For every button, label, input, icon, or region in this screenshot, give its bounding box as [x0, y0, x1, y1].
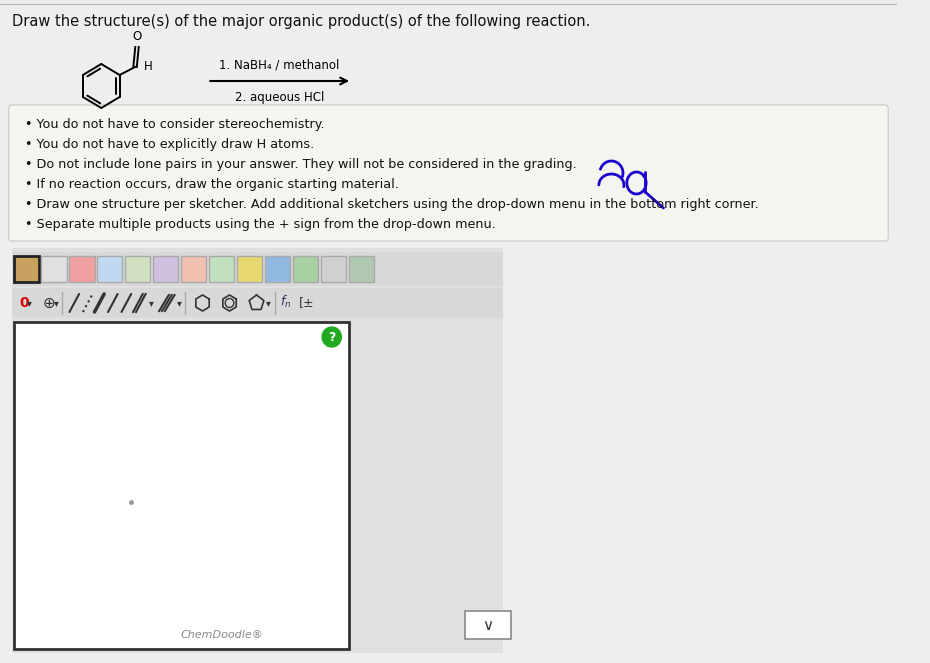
Bar	[14, 322, 349, 649]
Bar	[11, 288, 503, 318]
Text: 0: 0	[20, 296, 29, 310]
Bar	[321, 256, 346, 282]
Text: ▾: ▾	[27, 298, 32, 308]
Text: Draw the structure(s) of the major organic product(s) of the following reaction.: Draw the structure(s) of the major organ…	[11, 14, 590, 29]
Text: 2. aqueous HCl: 2. aqueous HCl	[235, 91, 325, 104]
Bar	[14, 256, 38, 282]
Text: • You do not have to consider stereochemistry.: • You do not have to consider stereochem…	[25, 118, 325, 131]
Text: • Separate multiple products using the + sign from the drop-down menu.: • Separate multiple products using the +…	[25, 218, 496, 231]
Bar	[153, 256, 179, 282]
Text: • If no reaction occurs, draw the organic starting material.: • If no reaction occurs, draw the organi…	[25, 178, 399, 191]
Text: ▾: ▾	[178, 298, 182, 308]
Text: ▾: ▾	[54, 298, 59, 308]
Text: [±: [±	[299, 296, 314, 310]
Text: ?: ?	[328, 330, 336, 343]
Bar	[11, 252, 503, 286]
Text: • You do not have to explicitly draw H atoms.: • You do not have to explicitly draw H a…	[25, 138, 314, 151]
Text: 1. NaBH₄ / methanol: 1. NaBH₄ / methanol	[219, 58, 339, 71]
Text: ChemDoodle®: ChemDoodle®	[180, 630, 263, 640]
Text: ▾: ▾	[266, 298, 271, 308]
Text: ▾: ▾	[149, 298, 153, 308]
Bar	[237, 256, 262, 282]
Bar	[98, 256, 123, 282]
Bar	[265, 256, 290, 282]
Text: ∨: ∨	[483, 617, 494, 633]
Text: H: H	[144, 60, 153, 72]
Bar	[209, 256, 234, 282]
Bar	[126, 256, 151, 282]
Bar	[70, 256, 95, 282]
Text: • Do not include lone pairs in your answer. They will not be considered in the g: • Do not include lone pairs in your answ…	[25, 158, 577, 171]
Bar	[42, 256, 67, 282]
Text: $\mathit{f}_n$: $\mathit{f}_n$	[280, 294, 291, 310]
Text: • Draw one structure per sketcher. Add additional sketchers using the drop-down : • Draw one structure per sketcher. Add a…	[25, 198, 759, 211]
Bar	[181, 256, 206, 282]
FancyBboxPatch shape	[8, 105, 888, 241]
Text: ⊕: ⊕	[43, 296, 55, 310]
Bar	[465, 611, 512, 639]
Circle shape	[322, 327, 341, 347]
Text: O: O	[132, 30, 141, 43]
Bar	[293, 256, 318, 282]
Bar	[11, 248, 503, 653]
Bar	[349, 256, 374, 282]
